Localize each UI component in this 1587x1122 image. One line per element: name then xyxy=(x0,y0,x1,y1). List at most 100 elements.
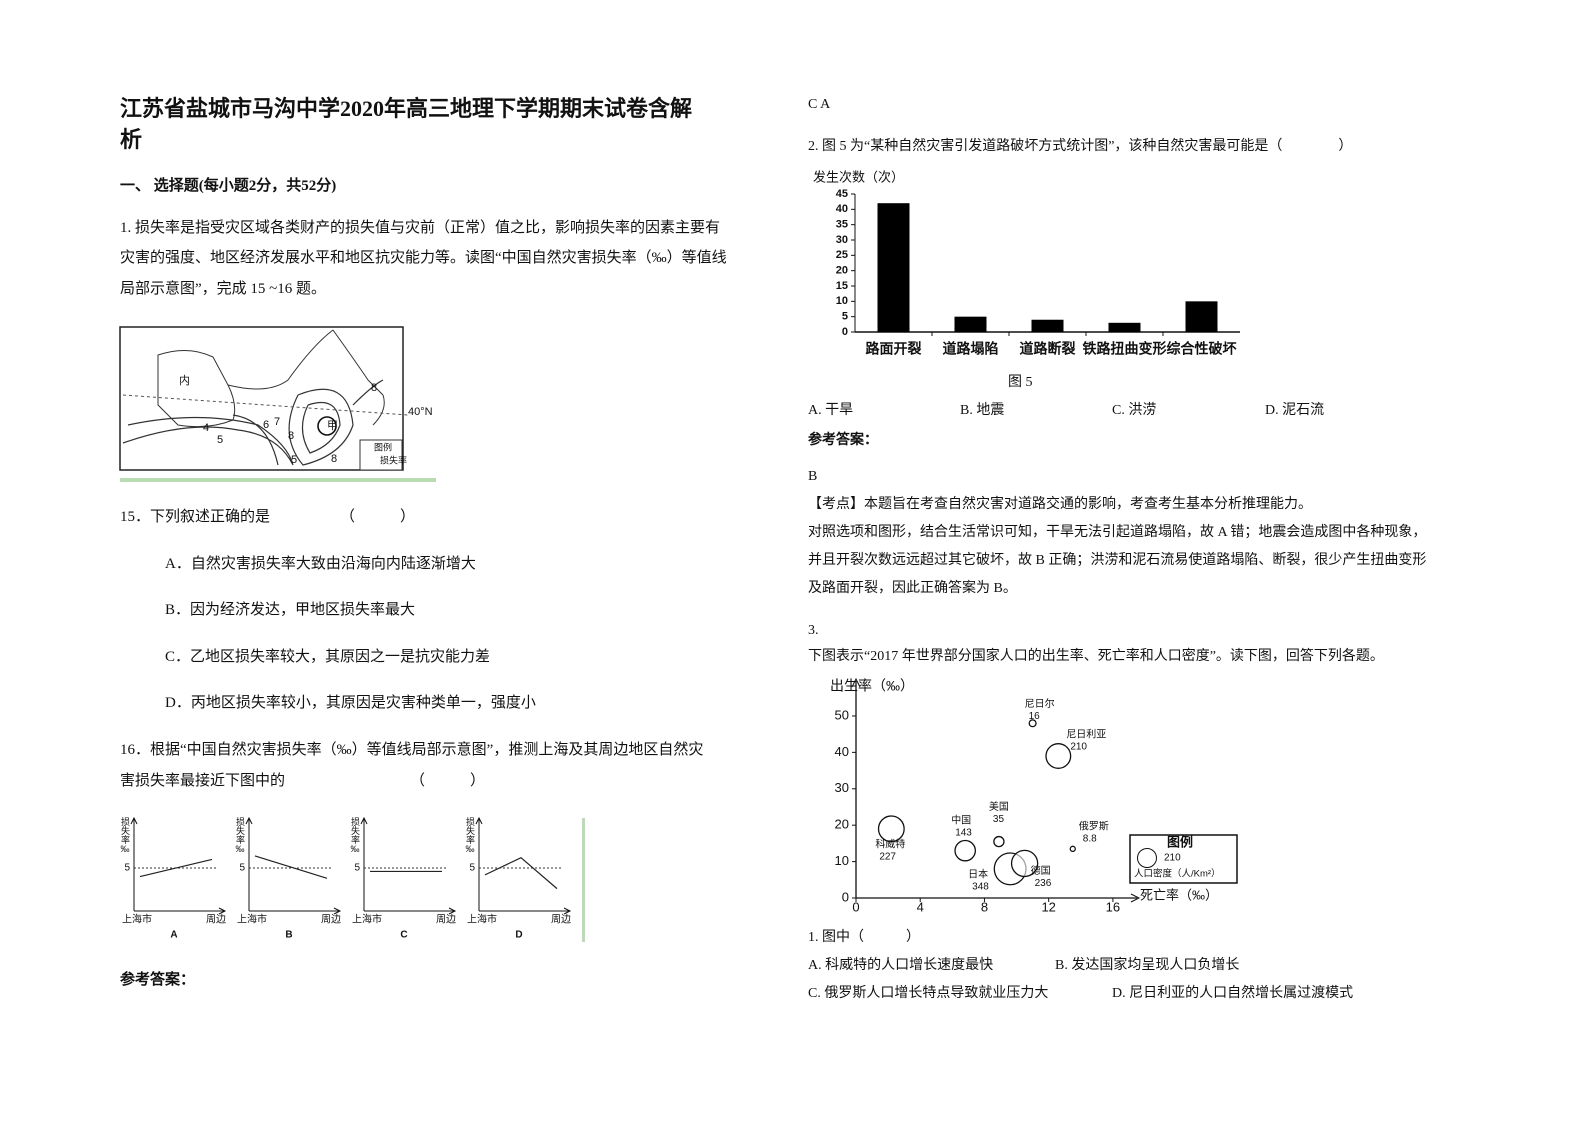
option: C．乙地区损失率较大，其原因之一是抗灾能力差 xyxy=(165,649,491,665)
x-tick-label: 上海市 xyxy=(467,913,497,926)
title: 析 xyxy=(120,127,143,152)
chart-label: B xyxy=(285,930,292,941)
y-tick-label: 5 xyxy=(469,863,475,874)
y-tick-label: 25 xyxy=(836,249,848,261)
question-text: 15．下列叙述正确的是 xyxy=(120,509,271,525)
y-tick-label: 5 xyxy=(239,863,245,874)
title: 江苏省盐城市马沟中学2020年高三地理下学期期末试卷含解 xyxy=(120,96,693,121)
province-outline xyxy=(227,329,385,426)
point-size-label: 348 xyxy=(972,882,989,893)
answer: C A xyxy=(808,97,831,112)
y-tick-label: 10 xyxy=(836,295,848,307)
province-outline xyxy=(157,350,236,428)
legend-title: 图例 xyxy=(1167,834,1193,849)
contour-line xyxy=(288,379,384,466)
x-tick-label: 0 xyxy=(852,899,859,914)
chart-label: C xyxy=(400,930,407,941)
option: B. 发达国家均呈现人口负增长 xyxy=(1055,958,1240,973)
map-label: 内 xyxy=(179,373,190,387)
point-label: 尼日尔 xyxy=(1025,697,1055,710)
point-size-label: 227 xyxy=(879,851,896,862)
answer-blank: （ ） xyxy=(410,773,486,789)
data-line xyxy=(254,855,328,879)
bar xyxy=(954,316,987,332)
x-tick-label: 8 xyxy=(981,899,988,914)
answer-label: 参考答案： xyxy=(120,972,196,988)
x-tick-label: 16 xyxy=(1106,899,1120,914)
question-text: 害损失率最接近下图中的 xyxy=(120,773,286,789)
map-label: 7 xyxy=(274,416,280,428)
axis-arrow xyxy=(563,907,572,915)
bubble xyxy=(1028,719,1037,728)
point-label: 尼日利亚 xyxy=(1066,729,1106,741)
x-tick-label: 上海市 xyxy=(122,913,152,926)
point-size-label: 210 xyxy=(1070,742,1087,753)
map-legend xyxy=(359,439,403,471)
option: D. 泥石流 xyxy=(1265,403,1325,418)
figure-edge xyxy=(582,818,585,942)
point-label: 科威特 xyxy=(875,837,905,850)
x-tick-label: 上海市 xyxy=(237,913,267,926)
x-tick-label: 道路塌陷 xyxy=(943,341,999,357)
y-axis-label: 损失率‰ xyxy=(120,816,130,854)
option: D．丙地区损失率较小，其原因是灾害种类单一，强度小 xyxy=(165,695,536,711)
section-heading: 一、 选择题(每小题2分，共52分) xyxy=(120,178,337,194)
option: B．因为经济发达，甲地区损失率最大 xyxy=(165,602,416,618)
data-line xyxy=(139,858,213,878)
y-axis-label: 发生次数（次） xyxy=(813,169,904,184)
bubble xyxy=(1069,845,1076,853)
option: C. 俄罗斯人口增长特点导致就业压力大 xyxy=(808,986,1049,1001)
y-tick-label: 45 xyxy=(836,188,848,200)
y-tick-label: 5 xyxy=(124,863,130,874)
y-axis-label: 损失率‰ xyxy=(465,816,475,854)
option: A. 干旱 xyxy=(808,403,854,418)
latitude-line xyxy=(122,394,409,416)
axis-arrow xyxy=(245,816,253,825)
y-axis-label: 出生率（‰） xyxy=(830,678,914,694)
x-tick-label: 周边 xyxy=(551,914,571,926)
legend-label: 人口密度（人/Km²） xyxy=(1134,868,1221,880)
bubble xyxy=(1045,743,1072,769)
mini-chart: 损失率‰ 5 上海市 周边 D xyxy=(465,816,572,941)
data-line xyxy=(484,856,558,890)
bar xyxy=(1185,301,1218,332)
point-size-label: 236 xyxy=(1035,878,1052,889)
answer-label: 参考答案： xyxy=(808,433,878,448)
y-axis-label: 损失率‰ xyxy=(350,816,360,854)
y-tick-label: 15 xyxy=(836,280,848,292)
axis-arrow xyxy=(333,907,342,915)
question-text: 下图表示“2017 年世界部分国家人口的出生率、死亡率和人口密度”。读下图，回答… xyxy=(808,649,1384,664)
axis-arrow xyxy=(130,816,138,825)
y-tick-label: 40 xyxy=(836,203,848,215)
chart-label: D xyxy=(515,930,522,941)
axis-arrow xyxy=(851,677,861,688)
bubble xyxy=(877,815,905,843)
x-tick-label: 周边 xyxy=(321,914,341,926)
x-tick-label: 道路断裂 xyxy=(1020,341,1076,357)
option: C. 洪涝 xyxy=(1112,403,1157,418)
axis-arrow xyxy=(475,816,483,825)
point-size-label: 143 xyxy=(955,827,972,838)
bubble xyxy=(1010,849,1039,878)
y-tick-label: 0 xyxy=(842,889,849,904)
bubble xyxy=(993,835,1005,848)
y-tick-label: 40 xyxy=(835,744,849,759)
question-text: 1. 图中（ ） xyxy=(808,930,920,945)
question-text: 2. 图 5 为“某种自然灾害引发道路破坏方式统计图”，该种自然灾害最可能是（ … xyxy=(808,139,1353,154)
x-tick-label: 路面开裂 xyxy=(866,341,922,357)
map-label: 40°N xyxy=(408,406,433,418)
point-label: 中国 xyxy=(951,813,971,826)
question-text: 1. 损失率是指受灾区域各类财产的损失值与灾前（正常）值之比，影响损失率的因素主… xyxy=(120,220,721,236)
x-tick-label: 铁路扭曲变形 xyxy=(1083,341,1167,357)
map-label: 8 xyxy=(371,382,377,394)
map-label: 图例 xyxy=(374,441,392,452)
explanation: 对照选项和图形，结合生活常识可知，干旱无法引起道路塌陷，故 A 错；地震会造成图… xyxy=(808,525,1427,540)
bar xyxy=(1108,322,1141,332)
option: D. 尼日利亚的人口自然增长属过渡模式 xyxy=(1112,986,1354,1001)
map-label: 4 xyxy=(203,422,209,434)
map-label: 损失率 xyxy=(380,454,407,465)
explanation: 及路面开裂，因此正确答案为 B。 xyxy=(808,581,1017,596)
y-tick-label: 30 xyxy=(836,234,848,246)
